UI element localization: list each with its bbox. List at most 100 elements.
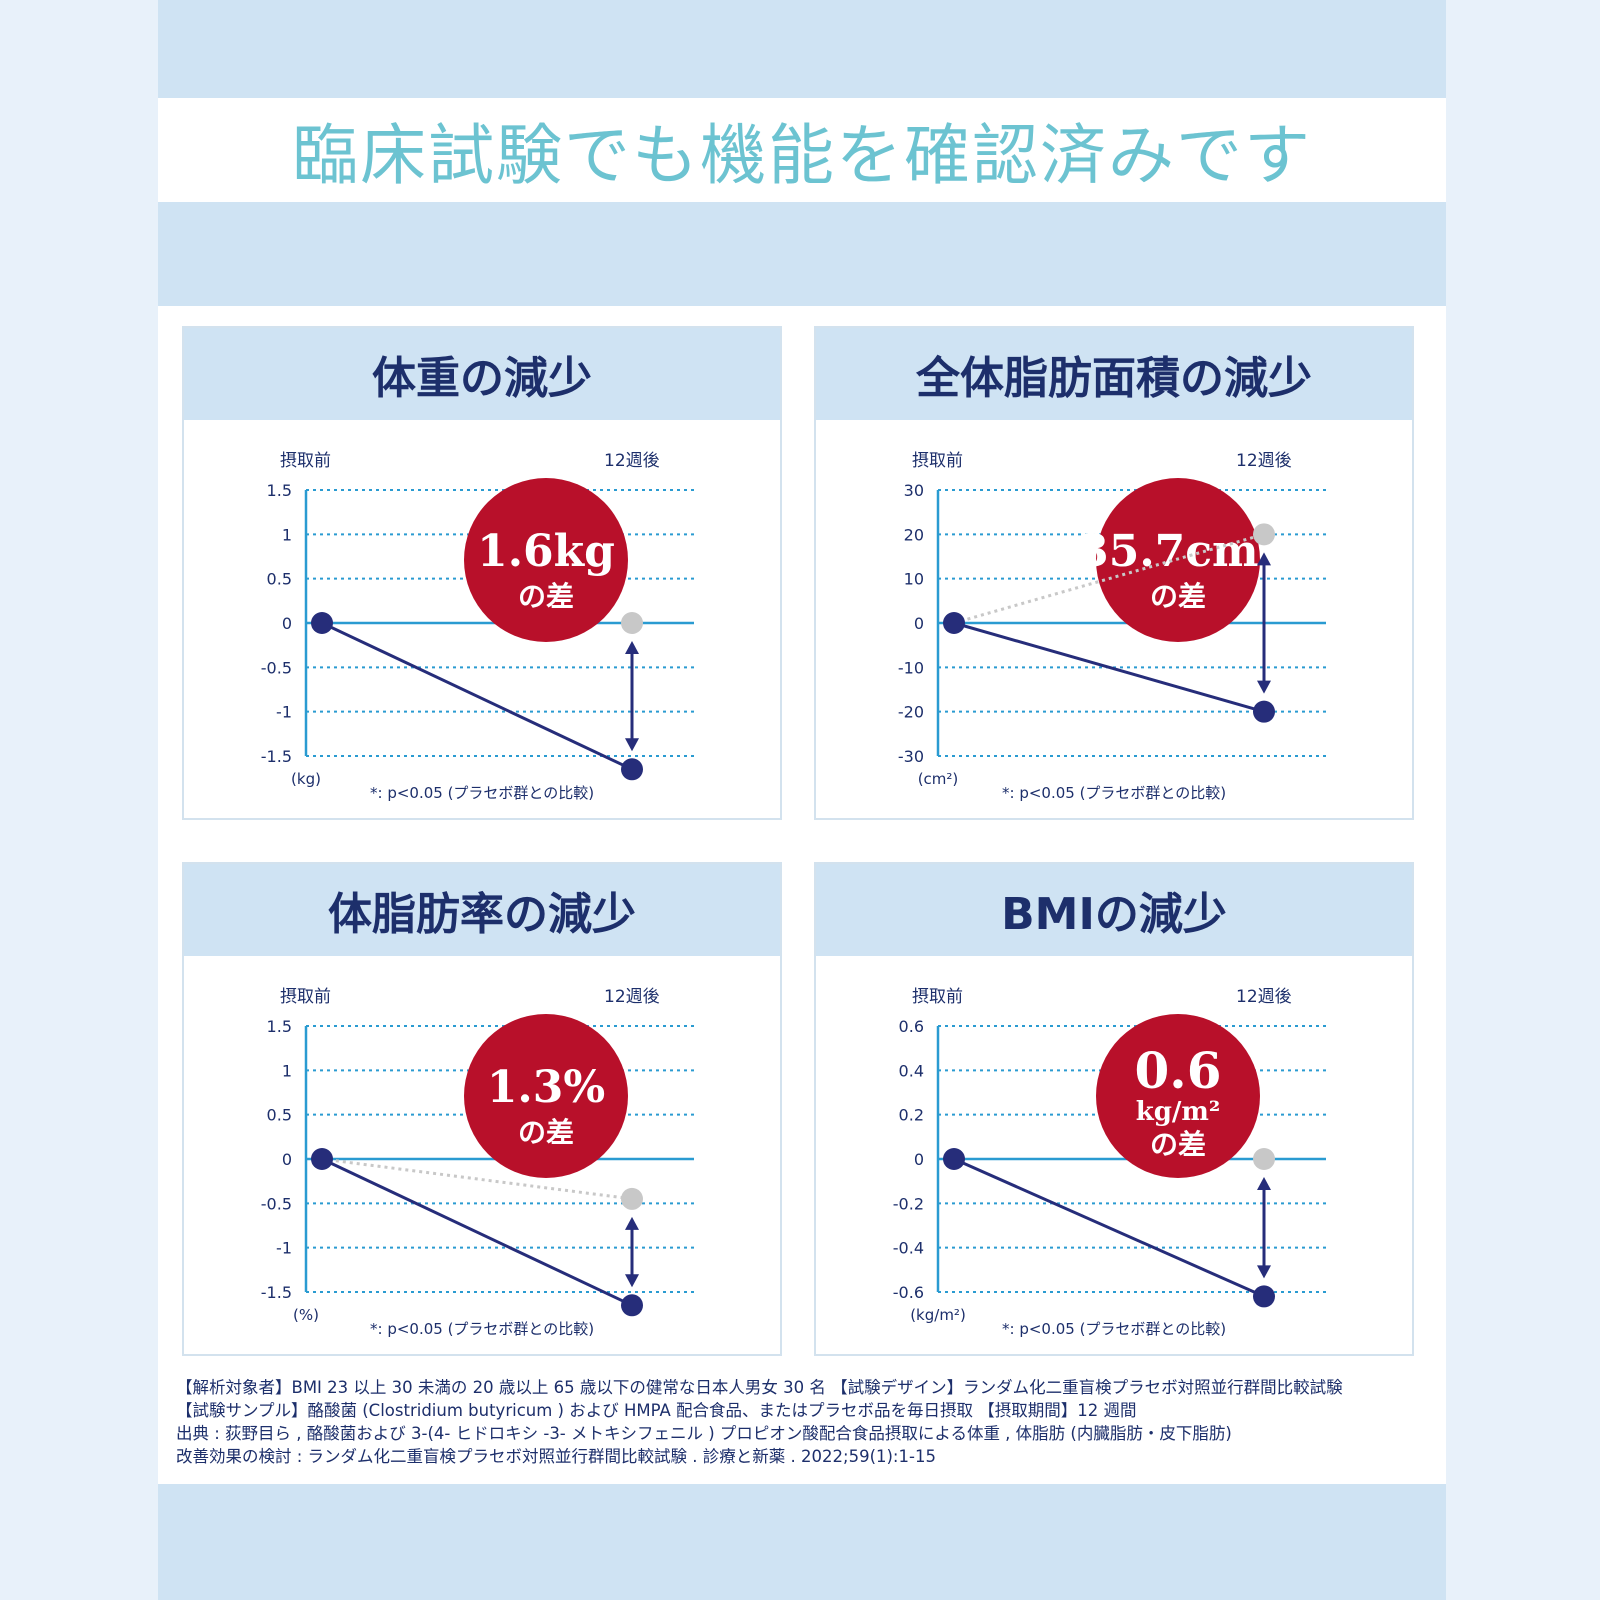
y-tick-label: 0.4 [899,1061,924,1080]
chart-panel-fat-area: 全体脂肪面積の減少 摂取前 12週後 30 20 10 0 -10 -20 -30 (cm²) *:… [814,326,1414,820]
chart-panel-fat-rate: 体脂肪率の減少 摂取前 12週後 1.5 1 0.5 0 -0.5 -1 -1.5 (%) *: p… [182,862,782,1356]
placebo-line [321,1157,633,1201]
arrow-head-top [625,1216,639,1230]
y-tick-label: -1 [276,703,292,722]
difference-badge [464,478,628,642]
x-label-start: 摂取前 [280,451,331,471]
page-heading: 臨床試験でも機能を確認済みです [292,117,1312,194]
active-point [1253,700,1275,723]
y-tick-label: 0 [282,614,292,633]
chart-fat-rate: 摂取前 12週後 1.5 1 0.5 0 -0.5 -1 -1.5(%) *: p<0.05 (プ… [261,987,694,1338]
x-label-end: 12週後 [1236,451,1292,471]
y-tick-label: -0.5 [261,658,292,677]
chart-title: 全体脂肪面積の減少 [816,328,1412,420]
y-tick-label: 0 [914,614,924,633]
unit-label: (kg/m²) [910,1306,966,1324]
heading-band: 臨床試験でも機能を確認済みです [158,98,1446,202]
y-tick-label: -0.4 [893,1239,924,1258]
y-tick-label: 20 [904,525,924,544]
chart-title: 体脂肪率の減少 [184,864,780,956]
x-label-end: 12週後 [604,451,660,471]
chart-fat-area: 摂取前 12週後 30 20 10 0 -10 -20 -30 (cm²) *: p<0.05 (プ… [898,451,1326,802]
footnote-line: 【解析対象者】BMI 23 以上 30 未満の 20 歳以上 65 歳以下の健常… [176,1378,1343,1397]
y-tick-label: -30 [898,747,924,766]
active-point [621,1294,643,1317]
placebo-line [953,532,1265,625]
arrow-head-bottom [1257,680,1271,694]
charts-area: 体重の減少 摂取前 12週後 1.5 1 0.5 0 -0.5 -1 -1.5 (kg) *: p<… [158,306,1446,1484]
y-tick-label: 1.5 [267,1017,292,1036]
y-tick-label: 30 [904,481,924,500]
arrow-head-bottom [625,738,639,752]
x-label-end: 12週後 [604,987,660,1007]
chart-title: 体重の減少 [184,328,780,420]
badge-value: 35.7cm² [1078,526,1278,577]
significance-note: *: p<0.05 (プラセボ群との比較) [1002,1320,1226,1338]
study-footnote: 【解析対象者】BMI 23 以上 30 未満の 20 歳以上 65 歳以下の健常… [176,1376,1436,1468]
badge-suffix: の差 [1150,1128,1206,1161]
placebo-point [1253,1148,1275,1170]
chart-title: BMIの減少 [816,864,1412,956]
y-tick-label: 0 [914,1150,924,1169]
significance-note: *: p<0.05 (プラセボ群との比較) [370,784,594,802]
y-tick-label: -1.5 [261,1283,292,1302]
page: 臨床試験でも機能を確認済みです 体重の減少 摂取前 12週後 1.5 1 0.5 0 -0.… [158,0,1446,1600]
y-tick-label: -0.2 [893,1194,924,1213]
y-tick-label: 0.6 [899,1017,924,1036]
footnote-line: 改善効果の検討 : ランダム化二重盲検プラセボ対照並行群間比較試験 . 診療と新… [176,1447,936,1466]
badge-suffix: の差 [518,1116,574,1149]
x-label-start: 摂取前 [912,987,963,1007]
active-line [953,621,1265,714]
difference-badge [464,1014,628,1178]
unit-label: (kg) [291,770,321,788]
x-label-end: 12週後 [1236,987,1292,1007]
y-tick-label: 1.5 [267,481,292,500]
active-line [321,621,633,771]
arrow-head-top [1257,552,1271,566]
baseline-point [311,612,333,634]
y-tick-label: -10 [898,658,924,677]
placebo-point [621,612,643,634]
chart-bmi: 摂取前 12週後 0.6 0.4 0.2 0 -0.2 -0.4 -0.6 (kg/m²) *: p… [893,987,1326,1338]
baseline-point [943,612,965,634]
placebo-point [621,1187,643,1210]
active-point [621,758,643,781]
chart-panel-weight: 体重の減少 摂取前 12週後 1.5 1 0.5 0 -0.5 -1 -1.5 (kg) *: p<… [182,326,782,820]
active-line [953,1157,1265,1298]
baseline-point [311,1148,333,1170]
unit-label: (%) [293,1306,319,1324]
y-tick-label: 0.5 [267,1106,292,1125]
y-tick-label: 1 [282,1061,292,1080]
arrow-head-bottom [1257,1265,1271,1279]
badge-suffix: の差 [518,580,574,613]
x-label-start: 摂取前 [912,451,963,471]
chart-weight: 摂取前 12週後 1.5 1 0.5 0 -0.5 -1 -1.5 (kg) *: p<0.05 (… [261,451,694,802]
placebo-point [1253,523,1275,546]
significance-note: *: p<0.05 (プラセボ群との比較) [1002,784,1226,802]
y-tick-label: -0.5 [261,1194,292,1213]
baseline-point [943,1148,965,1170]
significance-note: *: p<0.05 (プラセボ群との比較) [370,1320,594,1338]
active-line [321,1157,633,1307]
badge-suffix: の差 [1150,580,1206,613]
y-tick-label: 1 [282,525,292,544]
y-tick-label: -0.6 [893,1283,924,1302]
badge-value: 0.6 [1135,1041,1222,1100]
y-tick-label: 0.2 [899,1106,924,1125]
y-tick-label: 0.5 [267,570,292,589]
footnote-line: 【試験サンプル】酪酸菌 (Clostridium butyricum ) および… [176,1401,1137,1420]
badge-value: 1.6kg [477,526,615,577]
y-tick-label: -1 [276,1239,292,1258]
y-tick-label: -1.5 [261,747,292,766]
arrow-head-bottom [625,1274,639,1288]
chart-panel-bmi: BMIの減少 摂取前 12週後 0.6 0.4 0.2 0 -0.2 -0.4 -0.6 (kg/… [814,862,1414,1356]
footnote-line: 出典 : 荻野目ら , 酪酸菌および 3-(4- ヒドロキシ -3- メトキシフ… [176,1424,1232,1443]
y-tick-label: 0 [282,1150,292,1169]
x-label-start: 摂取前 [280,987,331,1007]
badge-unit: kg/m² [1136,1097,1221,1127]
y-tick-label: -20 [898,703,924,722]
difference-badge [1096,1014,1260,1178]
active-point [1253,1285,1275,1308]
y-tick-label: 10 [904,570,924,589]
arrow-head-top [1257,1177,1271,1190]
